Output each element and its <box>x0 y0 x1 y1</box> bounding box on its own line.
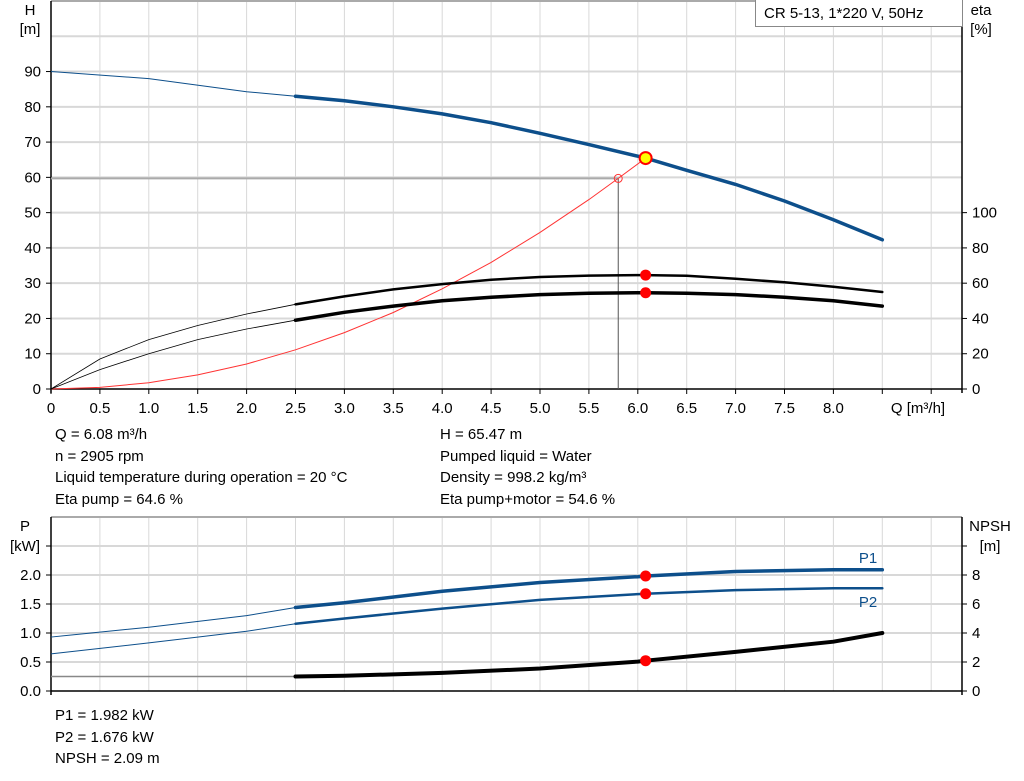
npsh-tick-label: 4 <box>972 625 980 642</box>
eta-tick-label: 60 <box>972 275 989 292</box>
eta-tick-label: 40 <box>972 310 989 327</box>
info-liquid: Pumped liquid = Water <box>440 447 592 465</box>
info-temperature: Liquid temperature during operation = 20… <box>55 469 348 486</box>
duty-point-p2 <box>640 588 652 600</box>
h-tick-label: 10 <box>24 346 41 363</box>
eta-tick-label: 20 <box>972 346 989 363</box>
q-tick-label: 0 <box>47 400 55 417</box>
p-tick-label: 0.5 <box>20 654 41 671</box>
duty-point-eta-pump <box>640 269 652 281</box>
info-p1: P1 = 1.982 kW <box>55 707 154 724</box>
info-eta-pump-motor: Eta pump+motor = 54.6 % <box>440 490 616 508</box>
q-tick-label: 6.5 <box>676 400 697 417</box>
reference-point-marker <box>613 173 623 183</box>
eta-pump-curve <box>294 273 884 306</box>
p1-curve-extrapolated <box>50 607 296 638</box>
info-density: Density = 998.2 kg/m³ <box>440 469 587 486</box>
q-tick-label: 1.0 <box>138 400 159 417</box>
q-tick-label: 1.5 <box>187 400 208 417</box>
system-curve <box>50 157 646 390</box>
q-tick-label: 4.0 <box>432 400 453 417</box>
p1-series-label: P1 <box>859 550 877 567</box>
npsh-tick-label: 2 <box>972 654 980 671</box>
npsh-curve <box>293 631 885 679</box>
q-tick-label: 6.0 <box>627 400 648 417</box>
pump-title-box: CR 5-13, 1*220 V, 50Hz <box>755 0 963 27</box>
h-axis-label: H <box>25 2 36 19</box>
p-tick-label: 1.5 <box>20 596 41 613</box>
eta-tick-label: 0 <box>972 381 980 398</box>
h-tick-label: 90 <box>24 64 41 81</box>
q-tick-label: 3.0 <box>334 400 355 417</box>
p-tick-label: 2.0 <box>20 567 41 584</box>
p2-curve <box>294 587 884 625</box>
npsh-axis-label: NPSH <box>969 518 1011 535</box>
q-tick-label: 7.0 <box>725 400 746 417</box>
npsh-tick-label: 0 <box>972 683 980 700</box>
q-tick-label: 8.0 <box>823 400 844 417</box>
info-top-right: H = 65.47 m Pumped liquid = Water Densit… <box>440 424 615 510</box>
p-tick-label: 1.0 <box>20 625 41 642</box>
eta-pump-motor-curve <box>293 290 885 322</box>
info-flow: Q = 6.08 m³/h <box>55 426 148 443</box>
head-curve-extrapolated <box>50 71 296 97</box>
h-tick-label: 0 <box>33 381 41 398</box>
p2-series-label: P2 <box>859 594 877 611</box>
q-tick-label: 0.5 <box>89 400 110 417</box>
npsh-tick-label: 6 <box>972 596 980 613</box>
duty-point-head <box>638 151 653 166</box>
q-tick-label: 3.5 <box>383 400 404 417</box>
eta-tick-label: 100 <box>972 205 997 222</box>
p1-curve <box>293 568 885 610</box>
head-curve <box>293 94 885 242</box>
q-tick-label: 5.5 <box>578 400 599 417</box>
h-tick-label: 40 <box>24 240 41 257</box>
q-tick-label: 4.5 <box>481 400 502 417</box>
eta-axis-unit: [%] <box>970 21 992 38</box>
duty-point-npsh <box>640 655 652 667</box>
p-tick-label: 0.0 <box>20 683 41 700</box>
duty-point-eta-pump-motor <box>640 287 652 299</box>
p-axis-unit: [kW] <box>10 538 40 555</box>
info-bottom: P1 = 1.982 kW P2 = 1.676 kW NPSH = 2.09 … <box>55 705 160 770</box>
info-p2: P2 = 1.676 kW <box>55 728 154 746</box>
npsh-tick-label: 8 <box>972 567 980 584</box>
eta-pump-curve-extrapolated <box>50 303 296 390</box>
q-tick-label: 2.5 <box>285 400 306 417</box>
q-tick-label: 7.5 <box>774 400 795 417</box>
info-head: H = 65.47 m <box>440 426 523 443</box>
eta-tick-label: 80 <box>972 240 989 257</box>
h-tick-label: 20 <box>24 310 41 327</box>
eta-axis-label: eta <box>971 2 993 19</box>
eta-pump-motor-curve-extrapolated <box>50 319 296 390</box>
p-axis-label: P <box>20 518 30 535</box>
p2-curve-extrapolated <box>50 623 296 655</box>
q-tick-label: 5.0 <box>530 400 551 417</box>
h-tick-label: 70 <box>24 134 41 151</box>
info-top-left: Q = 6.08 m³/h n = 2905 rpm Liquid temper… <box>55 424 347 510</box>
q-tick-label: 2.0 <box>236 400 257 417</box>
info-eta-pump: Eta pump = 64.6 % <box>55 490 183 508</box>
h-tick-label: 60 <box>24 169 41 186</box>
info-npsh: NPSH = 2.09 m <box>55 750 160 767</box>
h-tick-label: 50 <box>24 205 41 222</box>
info-speed: n = 2905 rpm <box>55 447 144 465</box>
h-tick-label: 80 <box>24 99 41 116</box>
duty-point-p1 <box>640 570 652 582</box>
npsh-axis-unit: [m] <box>980 538 1001 555</box>
h-tick-label: 30 <box>24 275 41 292</box>
h-axis-unit: [m] <box>20 21 41 38</box>
q-axis-label: Q [m³/h] <box>891 400 945 417</box>
